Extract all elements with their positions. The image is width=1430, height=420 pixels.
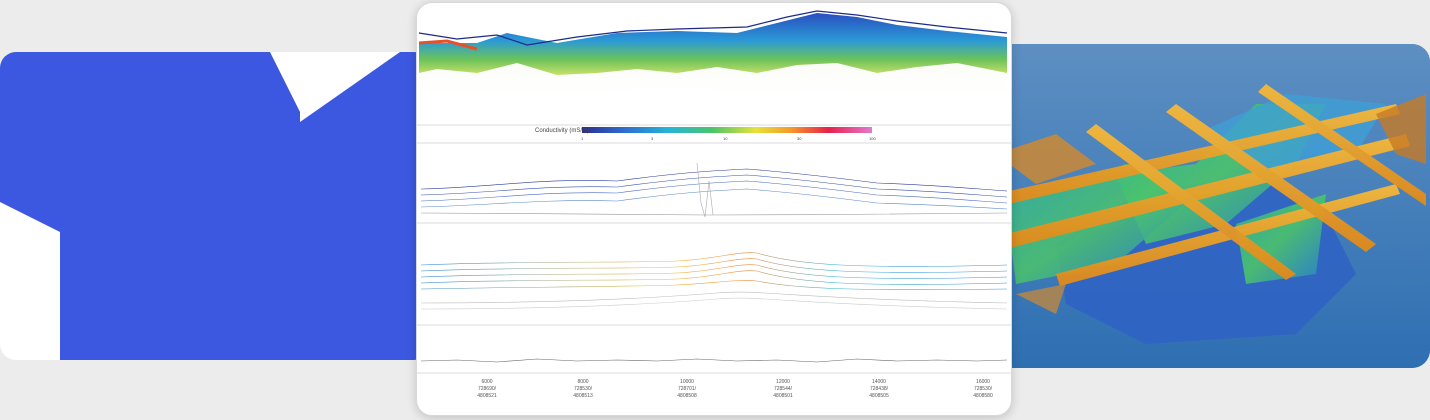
x-axis-label: 16000 728530/4808580 (973, 379, 993, 399)
decay-profiles-lower (420, 252, 1008, 310)
em-profile-plot (417, 10, 1011, 374)
colorbar-tick: 3 (651, 136, 654, 141)
x-axis-label: 6000 728690/4808521 (477, 379, 497, 399)
3d-sections-image (996, 44, 1430, 368)
x-axis-label: 14000 728438/4808505 (869, 379, 889, 399)
magnetic-map-card (0, 52, 430, 360)
3d-sections-card (996, 44, 1430, 368)
decay-profiles-upper (420, 162, 1008, 218)
colorbar-label: Conductivity (mS/m) (535, 128, 590, 134)
magnetic-map-image (0, 52, 430, 360)
conductivity-section (418, 10, 1008, 103)
colorbar-tick: 1 (581, 136, 584, 141)
colorbar-tick: 30 (797, 136, 802, 141)
em-profile-card: Conductivity (mS/m) 1 3 10 30 100 6000 72… (416, 2, 1012, 416)
x-axis-label: 10000 728701/4808508 (677, 379, 697, 399)
colorbar (582, 127, 872, 133)
colorbar-tick: 10 (723, 136, 728, 141)
x-axis-label: 8000 728530/4808513 (573, 379, 593, 399)
colorbar-tick: 100 (869, 136, 876, 141)
bottom-trace (420, 358, 1008, 363)
x-axis-label: 12000 728544/4808501 (773, 379, 793, 399)
